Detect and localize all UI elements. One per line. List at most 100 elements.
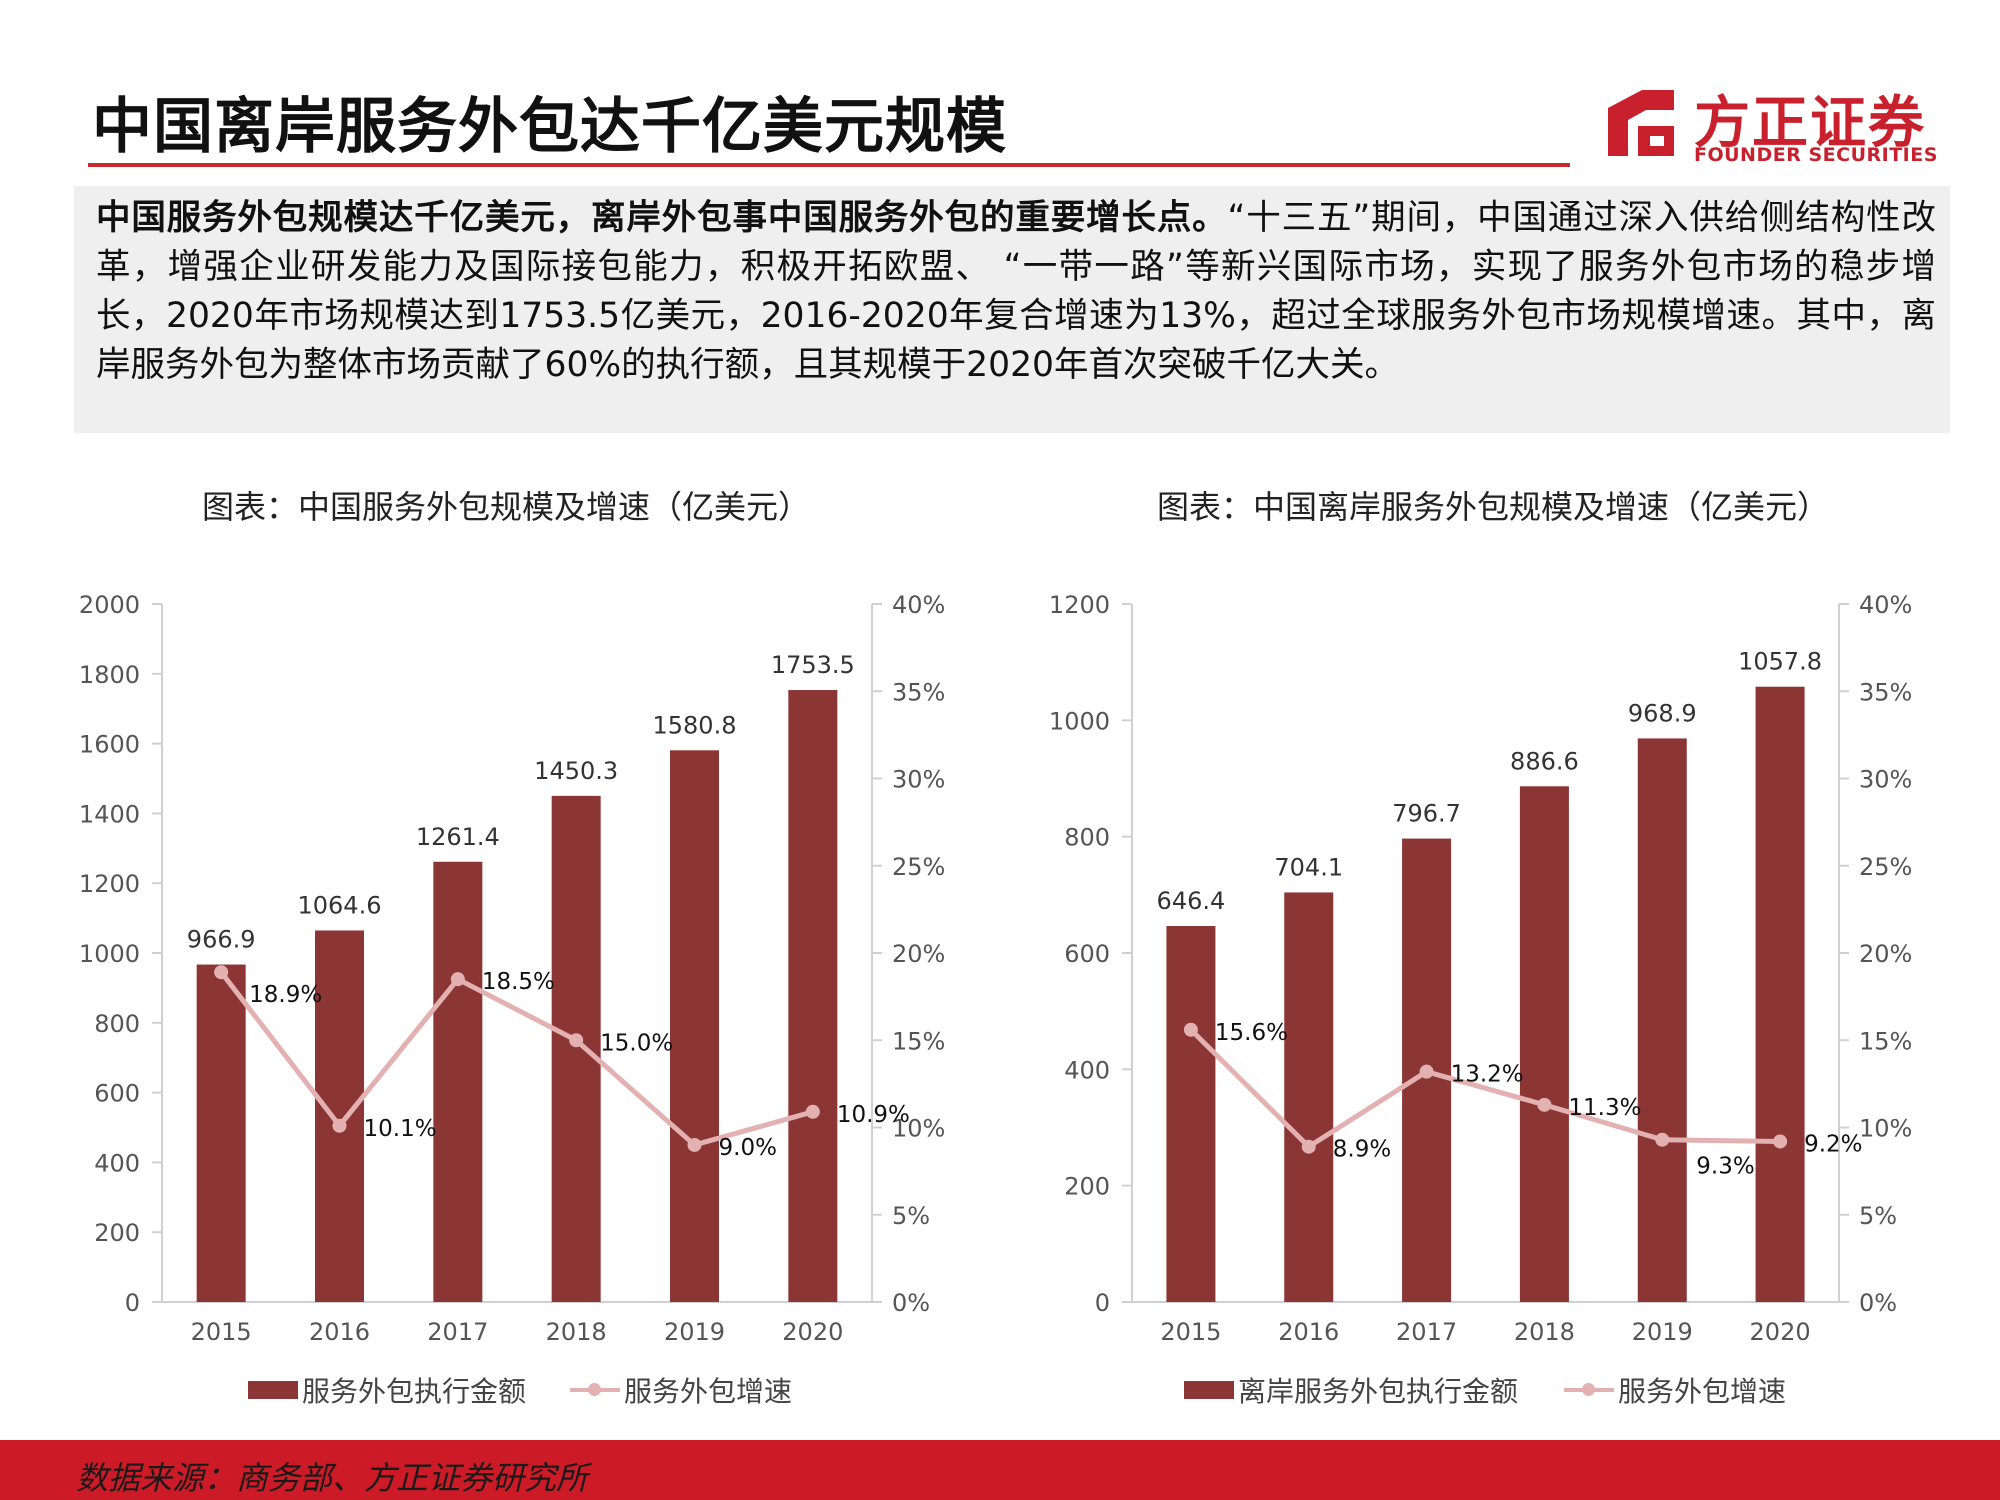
bar (315, 930, 364, 1302)
x-tick-label: 2018 (546, 1318, 607, 1346)
logo-chinese-name: 方正证券 (1694, 91, 1926, 156)
growth-value-label: 9.0% (719, 1135, 777, 1161)
y2-tick-label: 35% (892, 678, 945, 706)
x-tick-label: 2016 (1278, 1318, 1339, 1346)
y-tick-label: 1200 (1049, 591, 1110, 619)
growth-line (219, 970, 814, 1148)
growth-value-label: 15.6% (1215, 1020, 1288, 1046)
bar (196, 964, 246, 1302)
legend-line-swatch (1564, 1381, 1614, 1399)
growth-line (1189, 1028, 1781, 1150)
y2-tick-label: 0% (1859, 1289, 1897, 1317)
y2-tick-label: 10% (892, 1115, 945, 1143)
y-tick-label: 1600 (79, 731, 140, 759)
growth-value-label: 10.9% (837, 1102, 910, 1128)
summary-lead: 中国服务外包规模达千亿美元，离岸外包事中国服务外包的重要增长点。 (96, 198, 1228, 238)
summary-body: “十三五”期间，中国通过深入供给侧结构性改革，增强企业研发能力及国际接包能力，积… (96, 198, 1937, 385)
x-tick-label: 2019 (1632, 1318, 1693, 1346)
bar (1755, 686, 1805, 1302)
bar-value-label: 1261.4 (416, 823, 500, 851)
growth-point (332, 1118, 347, 1133)
y2-tick-label: 15% (892, 1027, 945, 1055)
y-tick-label: 0 (1095, 1289, 1110, 1317)
y2-tick-label: 5% (1859, 1202, 1897, 1230)
chart-1-legend: 服务外包执行金额 服务外包增速 (248, 1370, 848, 1410)
bar (1284, 892, 1334, 1302)
bar (788, 690, 838, 1302)
y2-tick-label: 5% (892, 1202, 930, 1230)
page-title: 中国离岸服务外包达千亿美元规模 (92, 92, 1007, 162)
y-tick-label: 800 (94, 1010, 140, 1038)
y-tick-label: 200 (1064, 1173, 1110, 1201)
summary-paragraph: 中国服务外包规模达千亿美元，离岸外包事中国服务外包的重要增长点。“十三五”期间，… (96, 194, 1936, 390)
growth-point (1537, 1097, 1552, 1112)
x-tick-label: 2020 (1750, 1318, 1811, 1346)
legend-item-bar: 服务外包执行金额 (248, 1370, 526, 1410)
bar (433, 861, 483, 1302)
growth-point (1183, 1022, 1198, 1037)
y-tick-label: 0 (125, 1289, 140, 1317)
chart-1-title: 图表：中国服务外包规模及增速（亿美元） (202, 488, 811, 526)
x-tick-label: 2020 (782, 1318, 843, 1346)
legend-line-swatch (570, 1381, 620, 1399)
x-tick-label: 2015 (191, 1318, 252, 1346)
legend-bar-swatch (1184, 1381, 1234, 1399)
bar (1637, 738, 1687, 1302)
footer-bar (0, 1440, 2000, 1500)
growth-point (450, 972, 465, 987)
brand-logo: 方正证券 FOUNDER SECURITIES (1598, 74, 1937, 174)
chart-service-outsourcing: 0 200 400 600 800 1000 1200 1400 1600 1800 2000 0% 5… (60, 560, 970, 1354)
x-tick-label: 2018 (1514, 1318, 1575, 1346)
logo-english-name: FOUNDER SECURITIES (1694, 144, 1938, 166)
y2-tick-label: 40% (1859, 591, 1912, 619)
summary-box: 中国服务外包规模达千亿美元，离岸外包事中国服务外包的重要增长点。“十三五”期间，… (74, 186, 1950, 433)
y2-tick-label: 20% (892, 940, 945, 968)
growth-value-label: 9.2% (1804, 1131, 1862, 1157)
x-tick-label: 2015 (1160, 1318, 1221, 1346)
chart-offshore-outsourcing: 0 200 400 600 800 1000 1200 0% 5% 10% 15% 20% 25% 30%… (1027, 560, 1947, 1354)
chart-1-svg: 0 200 400 600 800 1000 1200 1400 1600 1800 2000 0% 5… (79, 591, 945, 1346)
y2-tick-label: 0% (892, 1289, 930, 1317)
growth-value-label: 10.1% (364, 1116, 437, 1142)
bar (670, 750, 719, 1302)
y-tick-label: 1400 (79, 800, 140, 828)
y2-tick-label: 20% (1859, 940, 1912, 968)
growth-point (687, 1137, 702, 1152)
chart-2-legend: 离岸服务外包执行金额 服务外包增速 (1184, 1370, 1824, 1410)
y-tick-label: 600 (94, 1080, 140, 1108)
growth-value-label: 18.9% (249, 982, 322, 1008)
y2-tick-label: 10% (1859, 1115, 1912, 1143)
y2-tick-label: 30% (892, 766, 945, 794)
legend-bar-swatch (248, 1381, 298, 1399)
growth-point (1419, 1064, 1434, 1079)
y2-tick-label: 40% (892, 591, 945, 619)
y-tick-label: 400 (94, 1149, 140, 1177)
bar (1519, 786, 1569, 1302)
legend-label: 服务外包增速 (1618, 1375, 1787, 1408)
legend-label: 服务外包增速 (624, 1375, 793, 1408)
growth-value-label: 18.5% (482, 969, 555, 995)
growth-value-label: 13.2% (1451, 1062, 1524, 1088)
y-tick-label: 2000 (79, 591, 140, 619)
growth-value-label: 15.0% (600, 1030, 673, 1056)
growth-value-label: 9.3% (1696, 1154, 1754, 1180)
x-tick-label: 2016 (309, 1318, 370, 1346)
bar-value-label: 1057.8 (1738, 648, 1822, 676)
y-tick-label: 400 (1064, 1056, 1110, 1084)
bar-value-label: 1753.5 (771, 651, 855, 679)
legend-item-line: 服务外包增速 (1564, 1370, 1786, 1410)
y2-tick-label: 25% (1859, 853, 1912, 881)
growth-point (1655, 1132, 1670, 1147)
chart-2-svg: 0 200 400 600 800 1000 1200 0% 5% 10% 15% 20% 25% 30%… (1049, 591, 1912, 1346)
x-tick-label: 2017 (427, 1318, 488, 1346)
y-tick-label: 1000 (1049, 707, 1110, 735)
y2-tick-label: 30% (1859, 766, 1912, 794)
x-tick-label: 2019 (664, 1318, 725, 1346)
y-tick-label: 200 (94, 1219, 140, 1247)
legend-item-bar: 离岸服务外包执行金额 (1184, 1370, 1518, 1410)
bar-value-label: 1450.3 (534, 757, 618, 785)
bar-value-label: 886.6 (1510, 747, 1579, 775)
growth-point (569, 1033, 584, 1048)
legend-label: 服务外包执行金额 (302, 1375, 527, 1408)
y2-tick-label: 35% (1859, 678, 1912, 706)
